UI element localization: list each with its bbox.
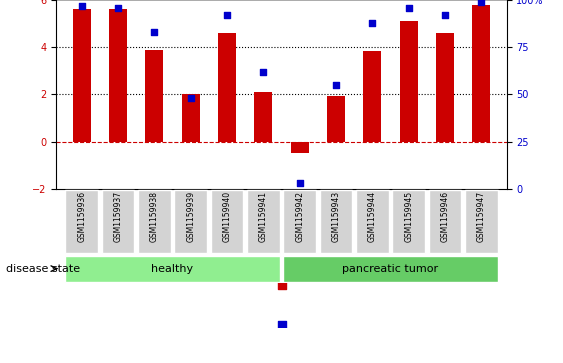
FancyBboxPatch shape bbox=[102, 190, 135, 253]
Point bbox=[114, 5, 123, 11]
Point bbox=[332, 82, 341, 88]
FancyBboxPatch shape bbox=[283, 190, 316, 253]
FancyBboxPatch shape bbox=[211, 190, 243, 253]
Bar bbox=[182, 94, 200, 142]
Text: GSM1159937: GSM1159937 bbox=[114, 191, 123, 242]
Point bbox=[222, 12, 231, 18]
Bar bbox=[436, 33, 454, 142]
Point bbox=[277, 322, 286, 328]
Point bbox=[477, 0, 486, 5]
Bar bbox=[291, 142, 309, 153]
Bar bbox=[472, 5, 490, 142]
Text: GSM1159943: GSM1159943 bbox=[332, 191, 341, 242]
Bar bbox=[73, 9, 91, 142]
Text: GSM1159940: GSM1159940 bbox=[222, 191, 231, 242]
Text: GSM1159939: GSM1159939 bbox=[186, 191, 195, 242]
FancyBboxPatch shape bbox=[465, 190, 498, 253]
FancyBboxPatch shape bbox=[392, 190, 425, 253]
FancyBboxPatch shape bbox=[356, 190, 388, 253]
Text: GSM1159942: GSM1159942 bbox=[295, 191, 304, 242]
Bar bbox=[327, 95, 345, 142]
Bar bbox=[363, 51, 381, 142]
Bar bbox=[254, 92, 272, 142]
Bar bbox=[400, 21, 418, 142]
Point bbox=[404, 5, 413, 11]
FancyBboxPatch shape bbox=[175, 190, 207, 253]
FancyBboxPatch shape bbox=[247, 190, 280, 253]
FancyBboxPatch shape bbox=[283, 256, 498, 282]
Text: healthy: healthy bbox=[151, 264, 194, 274]
Text: GSM1159936: GSM1159936 bbox=[77, 191, 86, 242]
FancyBboxPatch shape bbox=[138, 190, 171, 253]
Bar bbox=[145, 49, 163, 142]
FancyBboxPatch shape bbox=[65, 190, 98, 253]
Text: disease state: disease state bbox=[6, 264, 80, 274]
FancyBboxPatch shape bbox=[320, 190, 352, 253]
Text: GSM1159938: GSM1159938 bbox=[150, 191, 159, 242]
Text: GSM1159945: GSM1159945 bbox=[404, 191, 413, 242]
Point bbox=[186, 95, 195, 101]
Bar bbox=[109, 9, 127, 142]
Point bbox=[150, 29, 159, 35]
FancyBboxPatch shape bbox=[65, 256, 280, 282]
Point bbox=[277, 282, 286, 288]
Point bbox=[77, 3, 86, 9]
Text: GSM1159946: GSM1159946 bbox=[440, 191, 449, 242]
Text: GSM1159941: GSM1159941 bbox=[259, 191, 268, 242]
FancyBboxPatch shape bbox=[428, 190, 461, 253]
Bar bbox=[218, 33, 236, 142]
Text: GSM1159944: GSM1159944 bbox=[368, 191, 377, 242]
Text: pancreatic tumor: pancreatic tumor bbox=[342, 264, 439, 274]
Point bbox=[295, 180, 304, 186]
Point bbox=[259, 69, 268, 75]
Point bbox=[440, 12, 449, 18]
Point bbox=[368, 20, 377, 25]
Text: GSM1159947: GSM1159947 bbox=[477, 191, 486, 242]
